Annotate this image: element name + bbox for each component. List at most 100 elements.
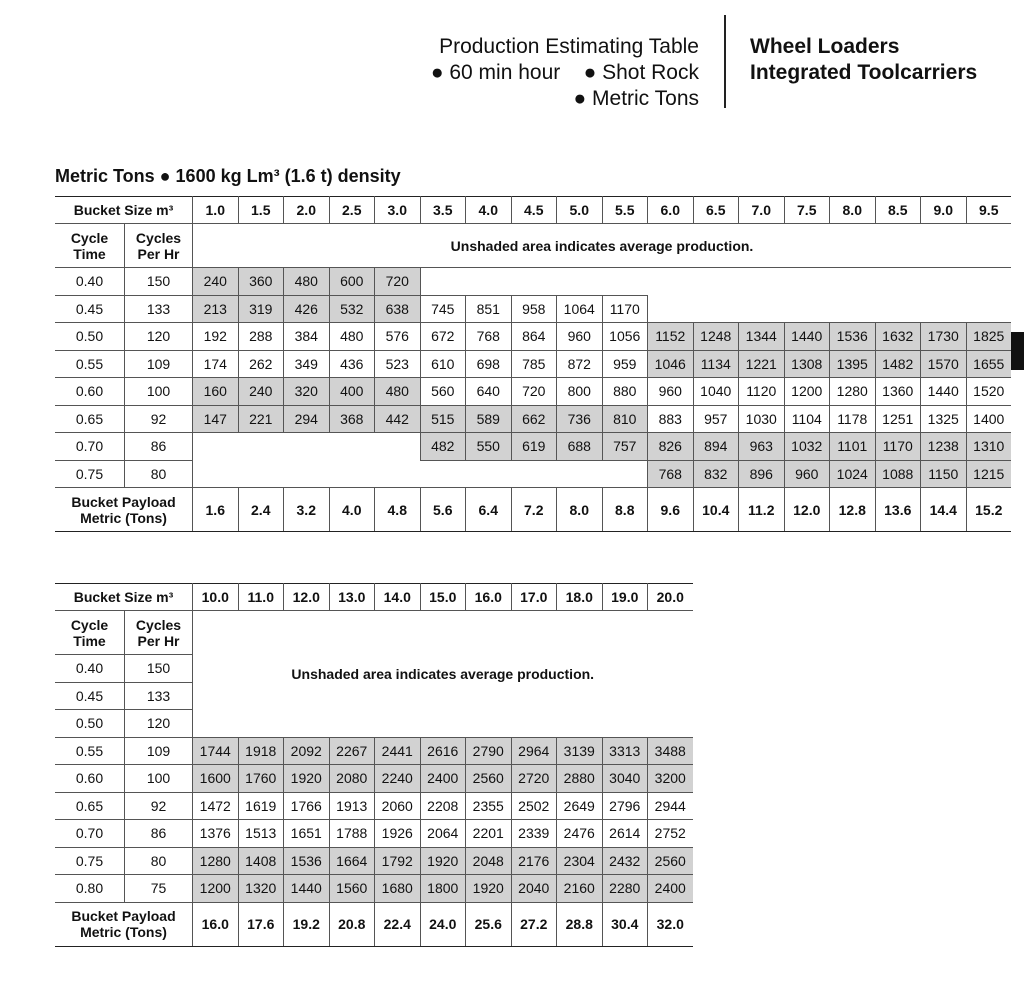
page-tab xyxy=(1007,332,1024,370)
production-value: 240 xyxy=(192,267,239,296)
empty-cell xyxy=(921,268,967,296)
production-value: 2502 xyxy=(510,791,557,820)
production-value: 2790 xyxy=(465,736,512,765)
empty-cell xyxy=(284,460,330,488)
data-row: 0.45 133 xyxy=(55,681,693,710)
production-value: 785 xyxy=(510,349,557,378)
production-value: 1024 xyxy=(829,459,876,488)
production-value: 672 xyxy=(419,322,466,351)
production-value: 1825 xyxy=(965,322,1011,351)
production-value: 213 xyxy=(192,294,239,323)
payload-label: Bucket Payload Metric (Tons) xyxy=(55,901,193,947)
production-value: 2240 xyxy=(374,764,421,793)
production-value: 2432 xyxy=(601,846,648,875)
bucket-size: 9.5 xyxy=(965,196,1011,224)
bucket-size: 12.0 xyxy=(283,583,330,611)
empty-cell xyxy=(830,295,876,323)
product-line: Integrated Toolcarriers xyxy=(750,61,978,84)
production-value: 2880 xyxy=(556,764,603,793)
bucket-size: 3.5 xyxy=(419,196,466,224)
empty-cell xyxy=(238,433,284,461)
production-value: 360 xyxy=(237,267,284,296)
production-value: 745 xyxy=(419,294,466,323)
production-value: 1320 xyxy=(237,874,284,903)
cycles-per-hr-label: Cycles Per Hr xyxy=(124,610,193,655)
production-value: 826 xyxy=(647,432,694,461)
bucket-size: 17.0 xyxy=(510,583,557,611)
production-value: 147 xyxy=(192,404,239,433)
empty-cell xyxy=(648,295,694,323)
production-value: 400 xyxy=(328,377,375,406)
production-value: 1325 xyxy=(920,404,967,433)
empty-cell xyxy=(693,268,739,296)
production-value: 1600 xyxy=(192,764,239,793)
data-row: 0.70 86 1376 1513 1651 1788 1926 2064 2201 2339 24… xyxy=(55,819,693,848)
production-value: 1920 xyxy=(465,874,512,903)
production-value: 192 xyxy=(192,322,239,351)
production-value: 515 xyxy=(419,404,466,433)
data-row: 0.45 133 213 319 426 532 638 745 851 958 1064 1170 xyxy=(55,294,1011,323)
payload-value: 20.8 xyxy=(328,901,375,947)
production-value: 640 xyxy=(465,377,512,406)
production-value: 851 xyxy=(465,294,512,323)
payload-value: 2.4 xyxy=(237,487,284,532)
payload-value: 7.2 xyxy=(510,487,557,532)
cycles-per-hr: 80 xyxy=(124,459,193,488)
data-row: 0.75 80 768 832 896 960 1024 1088 1150 1215 xyxy=(55,459,1011,488)
production-value: 2064 xyxy=(419,819,466,848)
empty-cell xyxy=(193,433,239,461)
data-row: 0.55 109 1744 1918 2092 2267 2441 2616 2790 2964 3… xyxy=(55,736,693,765)
payload-value: 27.2 xyxy=(510,901,557,947)
cycles-per-hr: 109 xyxy=(124,349,193,378)
bucket-size: 14.0 xyxy=(374,583,421,611)
production-value: 2040 xyxy=(510,874,557,903)
production-value: 698 xyxy=(465,349,512,378)
cycle-time: 0.55 xyxy=(55,736,125,765)
cycles-per-hr: 120 xyxy=(124,709,193,738)
production-value: 1744 xyxy=(192,736,239,765)
production-value: 294 xyxy=(283,404,330,433)
production-value: 1632 xyxy=(874,322,921,351)
empty-cell xyxy=(784,268,830,296)
payload-value: 1.6 xyxy=(192,487,239,532)
production-value: 1376 xyxy=(192,819,239,848)
production-value: 262 xyxy=(237,349,284,378)
production-value: 1680 xyxy=(374,874,421,903)
bucket-size: 10.0 xyxy=(192,583,239,611)
production-value: 1280 xyxy=(829,377,876,406)
cycles-per-hr: 100 xyxy=(124,764,193,793)
payload-value: 4.8 xyxy=(374,487,421,532)
payload-value: 32.0 xyxy=(647,901,693,947)
production-value: 368 xyxy=(328,404,375,433)
product-title: Wheel Loaders Integrated Toolcarriers xyxy=(750,34,977,86)
empty-cell xyxy=(284,433,330,461)
production-value: 1651 xyxy=(283,819,330,848)
production-value: 864 xyxy=(510,322,557,351)
production-value: 960 xyxy=(556,322,603,351)
empty-cell xyxy=(375,460,421,488)
empty-cell xyxy=(784,295,830,323)
bucket-size: 13.0 xyxy=(328,583,375,611)
production-value: 1040 xyxy=(692,377,739,406)
production-value: 1920 xyxy=(419,846,466,875)
empty-cell xyxy=(602,460,648,488)
payload-label: Bucket Payload Metric (Tons) xyxy=(55,487,193,532)
production-value: 1760 xyxy=(237,764,284,793)
cycle-time-label: Cycle Time xyxy=(55,610,125,655)
empty-cell xyxy=(466,460,512,488)
cycles-per-hr: 109 xyxy=(124,736,193,765)
production-value: 638 xyxy=(374,294,421,323)
empty-cell xyxy=(420,268,466,296)
empty-cell xyxy=(739,295,785,323)
empty-cell xyxy=(511,268,557,296)
empty-cell xyxy=(329,460,375,488)
empty-cell xyxy=(329,433,375,461)
production-value: 800 xyxy=(556,377,603,406)
bucket-size: 4.5 xyxy=(510,196,557,224)
cycles-per-hr-label: Cycles Per Hr xyxy=(124,223,193,268)
production-value: 619 xyxy=(510,432,557,461)
production-value: 2400 xyxy=(419,764,466,793)
cycles-per-hr: 150 xyxy=(124,654,193,683)
empty-cell xyxy=(966,268,1011,296)
production-value: 1664 xyxy=(328,846,375,875)
